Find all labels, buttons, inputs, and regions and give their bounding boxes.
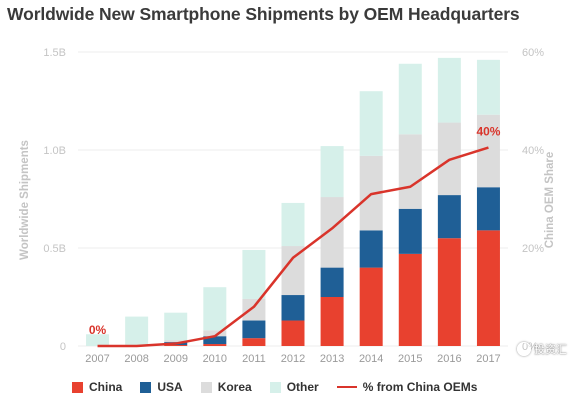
- bar-korea-2017: [476, 114, 500, 188]
- y-tick-label: 0.5B: [43, 243, 66, 255]
- bar-china-2016: [437, 238, 461, 346]
- bar-china-2012: [281, 320, 305, 346]
- bar-usa-2010: [203, 336, 227, 345]
- bar-usa-2017: [476, 187, 500, 231]
- x-tick-label: 2009: [163, 353, 187, 365]
- china-share-line: [97, 146, 489, 348]
- x-tick-label: 2016: [437, 353, 461, 365]
- legend-label: Other: [286, 380, 319, 394]
- bar-korea-2009: [164, 340, 188, 343]
- bar-other-2013: [320, 146, 344, 198]
- bar-group: [86, 57, 500, 346]
- x-tick-label: 2008: [124, 353, 148, 365]
- right-axis-ticks: 0%20%40%60%: [522, 47, 544, 353]
- annotation-label: 40%: [476, 125, 500, 139]
- y2-tick-label: 40%: [522, 145, 544, 157]
- chart-title: Worldwide New Smartphone Shipments by OE…: [7, 4, 520, 24]
- watermark: 投资汇: [517, 341, 567, 357]
- bar-china-2010: [203, 344, 227, 346]
- annotation-label: 0%: [89, 323, 107, 337]
- legend-item-other: Other: [269, 380, 319, 394]
- x-tick-label: 2014: [359, 353, 383, 365]
- legend-label: USA: [157, 380, 183, 394]
- bar-other-2016: [437, 57, 461, 123]
- legend-label: China: [89, 380, 123, 394]
- legend-label: Korea: [217, 380, 252, 394]
- x-tick-label: 2015: [398, 353, 422, 365]
- bar-usa-2012: [281, 295, 305, 321]
- bar-other-2014: [359, 91, 383, 156]
- x-tick-label: 2010: [203, 353, 227, 365]
- data-labels: 0% 40%: [89, 125, 501, 337]
- legend-item-korea: Korea: [200, 380, 252, 394]
- bar-china-2009: [164, 345, 188, 346]
- left-axis-ticks: 0 0.5B 1.0B 1.5B: [43, 47, 66, 353]
- watermark-text: 投资汇: [534, 344, 567, 356]
- bar-korea-2015: [398, 134, 422, 209]
- y-tick-label: 0: [60, 341, 66, 353]
- bar-korea-2010: [203, 330, 227, 337]
- x-tick-label: 2011: [242, 353, 266, 365]
- bar-korea-2011: [242, 298, 266, 321]
- y2-tick-label: 20%: [522, 243, 544, 255]
- x-tick-label: 2007: [85, 353, 109, 365]
- bar-china-2011: [242, 338, 266, 346]
- legend-item-usa: USA: [140, 380, 183, 394]
- x-tick-label: 2017: [476, 353, 500, 365]
- bar-other-2008: [125, 316, 149, 346]
- bar-other-2011: [242, 249, 266, 299]
- legend-swatch: [72, 381, 83, 393]
- legend-swatch: [200, 381, 212, 393]
- legend-label: % from China OEMs: [362, 380, 478, 394]
- y-axis-label: Worldwide Shipments: [19, 140, 31, 260]
- bar-korea-2012: [281, 246, 305, 296]
- bar-china-2014: [359, 267, 383, 346]
- bar-usa-2016: [437, 195, 461, 239]
- bar-other-2012: [281, 202, 305, 247]
- bar-china-2015: [398, 253, 422, 346]
- legend-item-china-share: % from China OEMs: [336, 380, 478, 394]
- bar-other-2007: [86, 334, 110, 346]
- y2-tick-label: 60%: [522, 47, 544, 59]
- x-axis-ticks: 2007 2008 2009 2010 2011 2012 2013 2014 2015 2016…: [85, 353, 500, 365]
- legend-swatch: [269, 381, 281, 393]
- x-tick-label: 2013: [320, 353, 344, 365]
- bar-other-2015: [398, 63, 422, 135]
- legend-swatch: [140, 381, 152, 393]
- bar-other-2017: [476, 59, 500, 115]
- bar-usa-2014: [359, 230, 383, 268]
- bar-other-2009: [164, 312, 188, 341]
- y-tick-label: 1.5B: [43, 47, 66, 59]
- x-tick-label: 2012: [281, 353, 305, 365]
- legend-line-swatch: [336, 385, 357, 389]
- bar-usa-2015: [398, 208, 422, 254]
- y-tick-label: 1.0B: [43, 145, 66, 157]
- bar-korea-2013: [320, 197, 344, 268]
- legend-item-china: China: [72, 380, 122, 394]
- y2-axis-label: China OEM Share: [544, 152, 556, 249]
- legend: China USA Korea Other % from China OEMs: [72, 380, 495, 394]
- bar-usa-2013: [320, 267, 344, 297]
- bar-other-2010: [203, 287, 227, 331]
- bar-china-2017: [476, 230, 500, 346]
- bar-china-2013: [320, 297, 344, 346]
- bar-usa-2011: [242, 320, 266, 339]
- watermark-logo-icon: [517, 342, 531, 356]
- china-share-polyline: [97, 146, 489, 348]
